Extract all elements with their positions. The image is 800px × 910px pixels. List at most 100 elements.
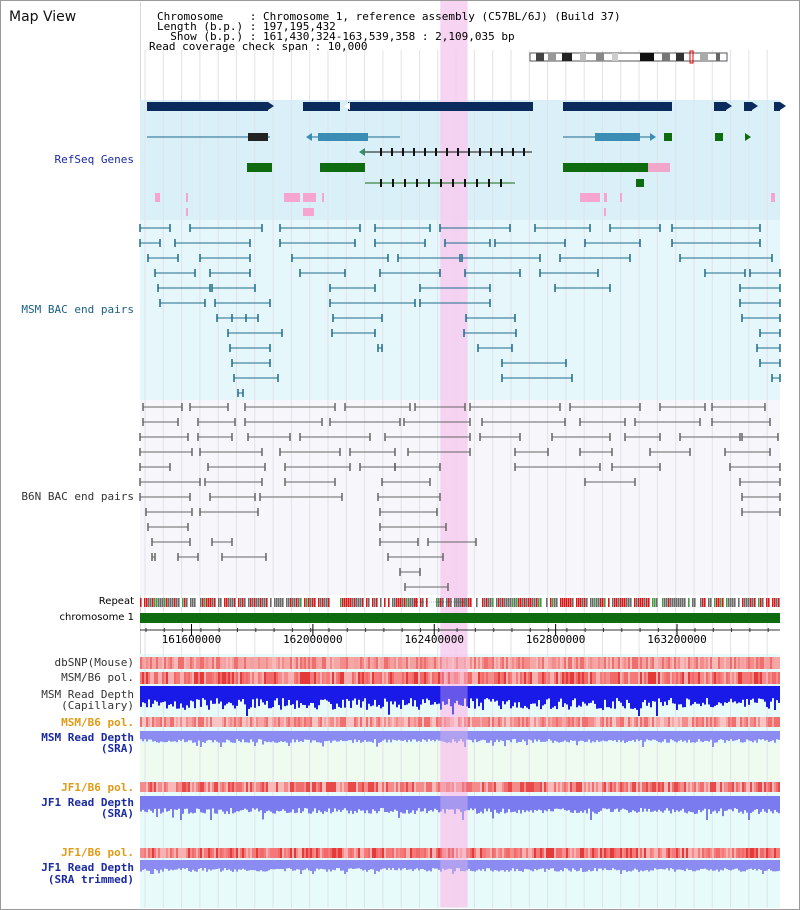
heat-cell [606, 848, 608, 858]
heat-cell [686, 672, 688, 684]
jf1-b6-pol-label[interactable]: JF1/B6 pol. [61, 781, 134, 794]
gene-arrow [745, 133, 751, 141]
heat-cell [204, 672, 206, 684]
b6n-bac-label[interactable]: B6N BAC end pairs [21, 490, 134, 503]
depth-bar [206, 796, 208, 810]
heat-cell [752, 657, 754, 669]
depth-bar [320, 686, 322, 700]
heat-cell [346, 782, 348, 792]
heat-cell [416, 848, 418, 858]
heat-cell [666, 672, 668, 684]
heat-cell [332, 848, 334, 858]
repeat-mark [608, 598, 610, 607]
depth-bar [236, 686, 238, 706]
msm-bac-label[interactable]: MSM BAC end pairs [21, 303, 134, 316]
heat-cell [610, 848, 612, 858]
heat-cell [620, 672, 622, 684]
depth-bar [218, 731, 220, 743]
heat-cell [728, 782, 730, 792]
dbsnp-label[interactable]: dbSNP(Mouse) [54, 656, 134, 669]
depth-bar [450, 860, 452, 869]
heat-cell [414, 848, 416, 858]
heat-cell [696, 848, 698, 858]
depth-bar [684, 860, 686, 872]
depth-bar [228, 686, 230, 703]
depth-bar [240, 860, 242, 870]
msm-b6-pol-sra-label[interactable]: MSM/B6 pol. [61, 716, 134, 729]
heat-cell [618, 657, 620, 669]
depth-bar [162, 686, 164, 703]
heat-cell [728, 717, 730, 727]
heat-cell [490, 672, 492, 684]
depth-bar [204, 686, 206, 700]
heat-cell [252, 717, 254, 727]
heat-cell [282, 657, 284, 669]
depth-bar [508, 686, 510, 701]
depth-bar [582, 731, 584, 741]
heat-cell [584, 848, 586, 858]
heat-cell [558, 717, 560, 727]
depth-bar [288, 731, 290, 747]
heat-cell [154, 848, 156, 858]
depth-bar [752, 860, 754, 870]
heat-cell [516, 672, 518, 684]
heat-cell [384, 672, 386, 684]
heat-cell [742, 657, 744, 669]
depth-bar [468, 860, 470, 869]
depth-bar [314, 731, 316, 741]
repeat-mark [638, 598, 640, 607]
heat-cell [432, 848, 434, 858]
heat-cell [504, 717, 506, 727]
heat-cell [750, 672, 752, 684]
depth-bar [380, 860, 382, 870]
depth-bar [344, 796, 346, 809]
depth-bar [458, 860, 460, 869]
repeat-mark [278, 598, 280, 607]
depth-bar [424, 731, 426, 741]
depth-bar [182, 731, 184, 740]
msm-read-depth-capillary-label[interactable]: MSM Read Depth [41, 688, 134, 701]
heat-cell [372, 782, 374, 792]
depth-bar [596, 686, 598, 709]
msm-read-depth-sra-label[interactable]: MSM Read Depth [41, 731, 134, 744]
jf1-read-depth-trim-label[interactable]: JF1 Read Depth [41, 861, 134, 874]
repeat-mark [702, 598, 704, 607]
heat-cell [630, 782, 632, 792]
repeat-mark [598, 598, 600, 607]
repeat-mark [482, 598, 484, 607]
depth-bar [390, 860, 392, 870]
heat-cell [226, 782, 228, 792]
heat-cell [316, 782, 318, 792]
depth-bar [410, 860, 412, 870]
msm-read-depth-capillary [140, 686, 780, 716]
heat-cell [500, 672, 502, 684]
depth-bar [270, 686, 272, 709]
depth-bar [532, 731, 534, 743]
jf1-b6-pol-trim-label[interactable]: JF1/B6 pol. [61, 846, 134, 859]
repeat-mark [318, 598, 320, 607]
heat-cell [196, 782, 198, 792]
depth-bar [676, 860, 678, 870]
depth-bar [588, 796, 590, 809]
refseq-genes-label[interactable]: RefSeq Genes [54, 153, 134, 166]
depth-bar [768, 686, 770, 709]
depth-bar [176, 796, 178, 810]
repeat-mark [742, 598, 744, 607]
jf1-read-depth-sra-label[interactable]: JF1 Read Depth [41, 796, 134, 809]
repeat-mark [364, 598, 366, 607]
heat-cell [660, 848, 662, 858]
repeat-mark [594, 598, 596, 607]
repeat-mark [434, 598, 436, 607]
heat-cell [308, 848, 310, 858]
heat-cell [728, 672, 730, 684]
depth-bar [724, 731, 726, 743]
heat-cell [564, 848, 566, 858]
msm-b6-pol-label[interactable]: MSM/B6 pol. [61, 671, 134, 684]
heat-cell [688, 782, 690, 792]
heat-cell [340, 657, 342, 669]
heat-cell [278, 848, 280, 858]
heat-cell [258, 672, 260, 684]
heat-cell [626, 717, 628, 727]
heat-cell [606, 672, 608, 684]
